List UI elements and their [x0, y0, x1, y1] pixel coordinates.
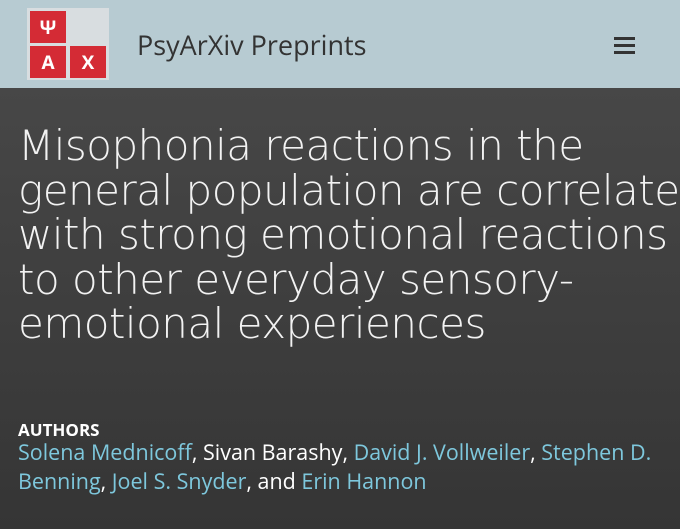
- site-title[interactable]: PsyArXiv Preprints: [137, 26, 367, 63]
- author-link[interactable]: Stephen D. Benning: [18, 438, 652, 496]
- author-link[interactable]: Erin Hannon: [301, 467, 427, 496]
- author-link[interactable]: Solena Mednicoff: [18, 438, 192, 467]
- separator: , and: [246, 467, 302, 496]
- logo-tile: X: [70, 46, 106, 78]
- author-name: Sivan Barashy: [202, 438, 343, 467]
- logo[interactable]: Ψ A X: [27, 8, 109, 80]
- author-link[interactable]: Joel S. Snyder: [111, 467, 247, 496]
- author-link[interactable]: David J. Vollweiler: [353, 438, 531, 467]
- title-line: emotional experiences: [18, 299, 486, 348]
- separator: ,: [530, 438, 542, 467]
- title-line: with strong emotional reactions: [18, 210, 668, 259]
- authors-heading: AUTHORS: [18, 418, 100, 441]
- article-header: Misophonia reactions in the general popul…: [0, 88, 680, 529]
- separator: ,: [342, 438, 354, 467]
- separator: ,: [100, 467, 112, 496]
- title-line: to other everyday sensory-: [18, 254, 574, 304]
- logo-tile: Ψ: [30, 11, 66, 43]
- article-title: Misophonia reactions in the general popul…: [18, 121, 680, 348]
- authors-list: Solena Mednicoff, Sivan Barashy, David J…: [18, 438, 658, 496]
- logo-tile: A: [30, 46, 66, 78]
- title-line: Misophonia reactions in the: [18, 121, 584, 170]
- title-line: general population are correlated: [18, 165, 680, 215]
- separator: ,: [191, 438, 203, 467]
- menu-button[interactable]: [614, 37, 635, 58]
- header: Ψ A X PsyArXiv Preprints: [0, 0, 680, 88]
